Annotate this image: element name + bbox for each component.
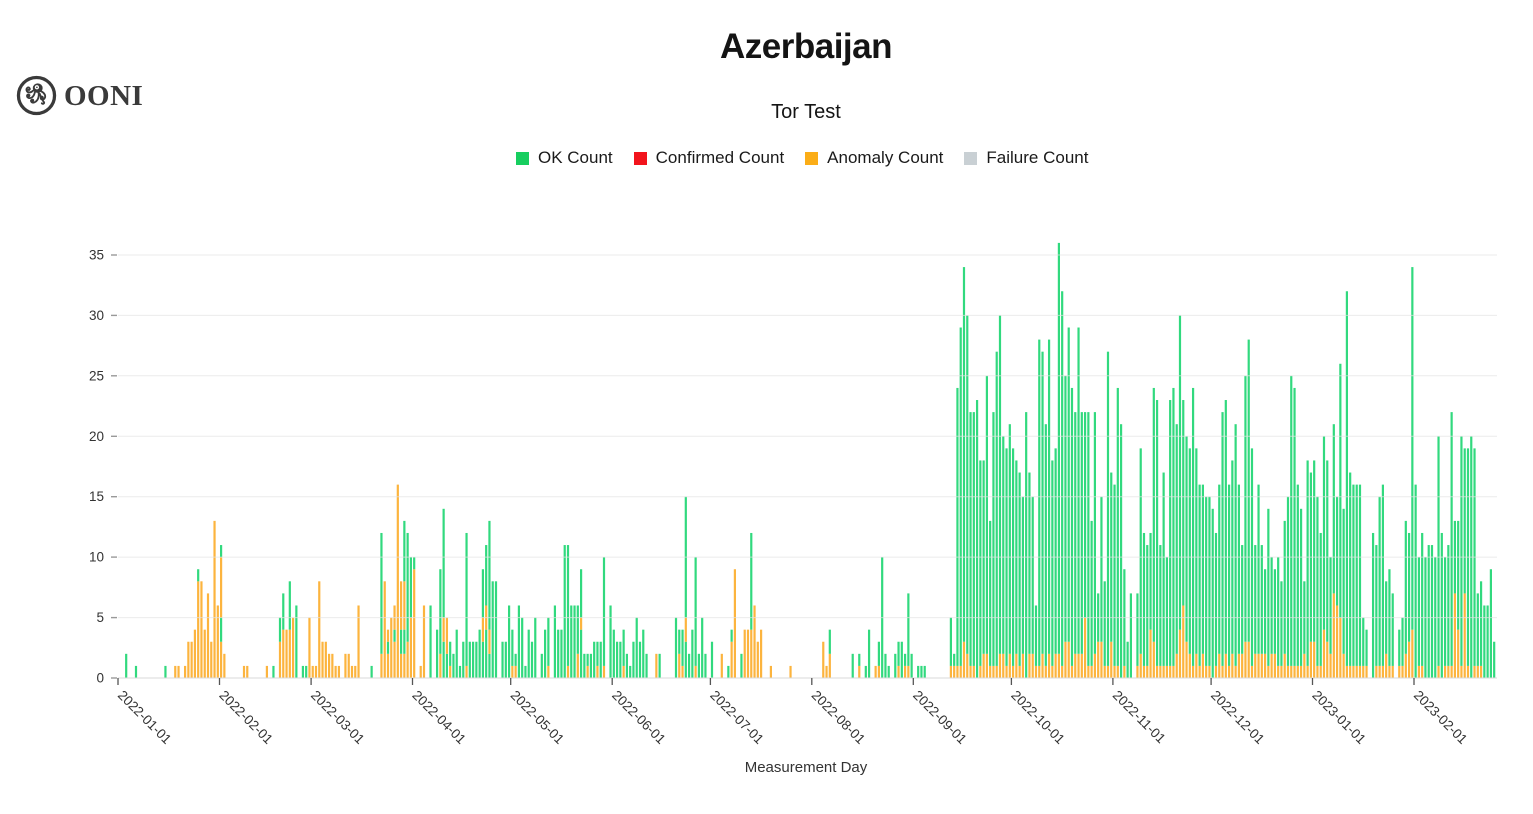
svg-text:0: 0 bbox=[96, 671, 104, 686]
svg-text:Measurement Day: Measurement Day bbox=[745, 759, 868, 776]
svg-text:15: 15 bbox=[89, 489, 104, 504]
svg-text:2022-05-01: 2022-05-01 bbox=[508, 688, 567, 747]
svg-text:2023-02-01: 2023-02-01 bbox=[1411, 688, 1470, 747]
svg-text:2022-11-01: 2022-11-01 bbox=[1110, 688, 1169, 747]
svg-text:30: 30 bbox=[89, 308, 104, 323]
svg-text:2022-10-01: 2022-10-01 bbox=[1008, 688, 1067, 747]
svg-text:2022-03-01: 2022-03-01 bbox=[308, 688, 367, 747]
svg-text:2023-01-01: 2023-01-01 bbox=[1309, 688, 1368, 747]
svg-text:2022-04-01: 2022-04-01 bbox=[409, 688, 468, 747]
svg-text:2022-07-01: 2022-07-01 bbox=[707, 688, 766, 747]
svg-text:2022-02-01: 2022-02-01 bbox=[216, 688, 275, 747]
svg-text:20: 20 bbox=[89, 429, 104, 444]
svg-text:10: 10 bbox=[89, 550, 104, 565]
svg-text:5: 5 bbox=[96, 610, 104, 625]
svg-text:2022-06-01: 2022-06-01 bbox=[609, 688, 668, 747]
svg-text:2022-01-01: 2022-01-01 bbox=[115, 688, 174, 747]
svg-text:25: 25 bbox=[89, 368, 104, 383]
svg-text:2022-08-01: 2022-08-01 bbox=[809, 688, 868, 747]
svg-text:35: 35 bbox=[89, 248, 104, 263]
svg-text:2022-09-01: 2022-09-01 bbox=[910, 688, 969, 747]
svg-text:2022-12-01: 2022-12-01 bbox=[1208, 688, 1267, 747]
